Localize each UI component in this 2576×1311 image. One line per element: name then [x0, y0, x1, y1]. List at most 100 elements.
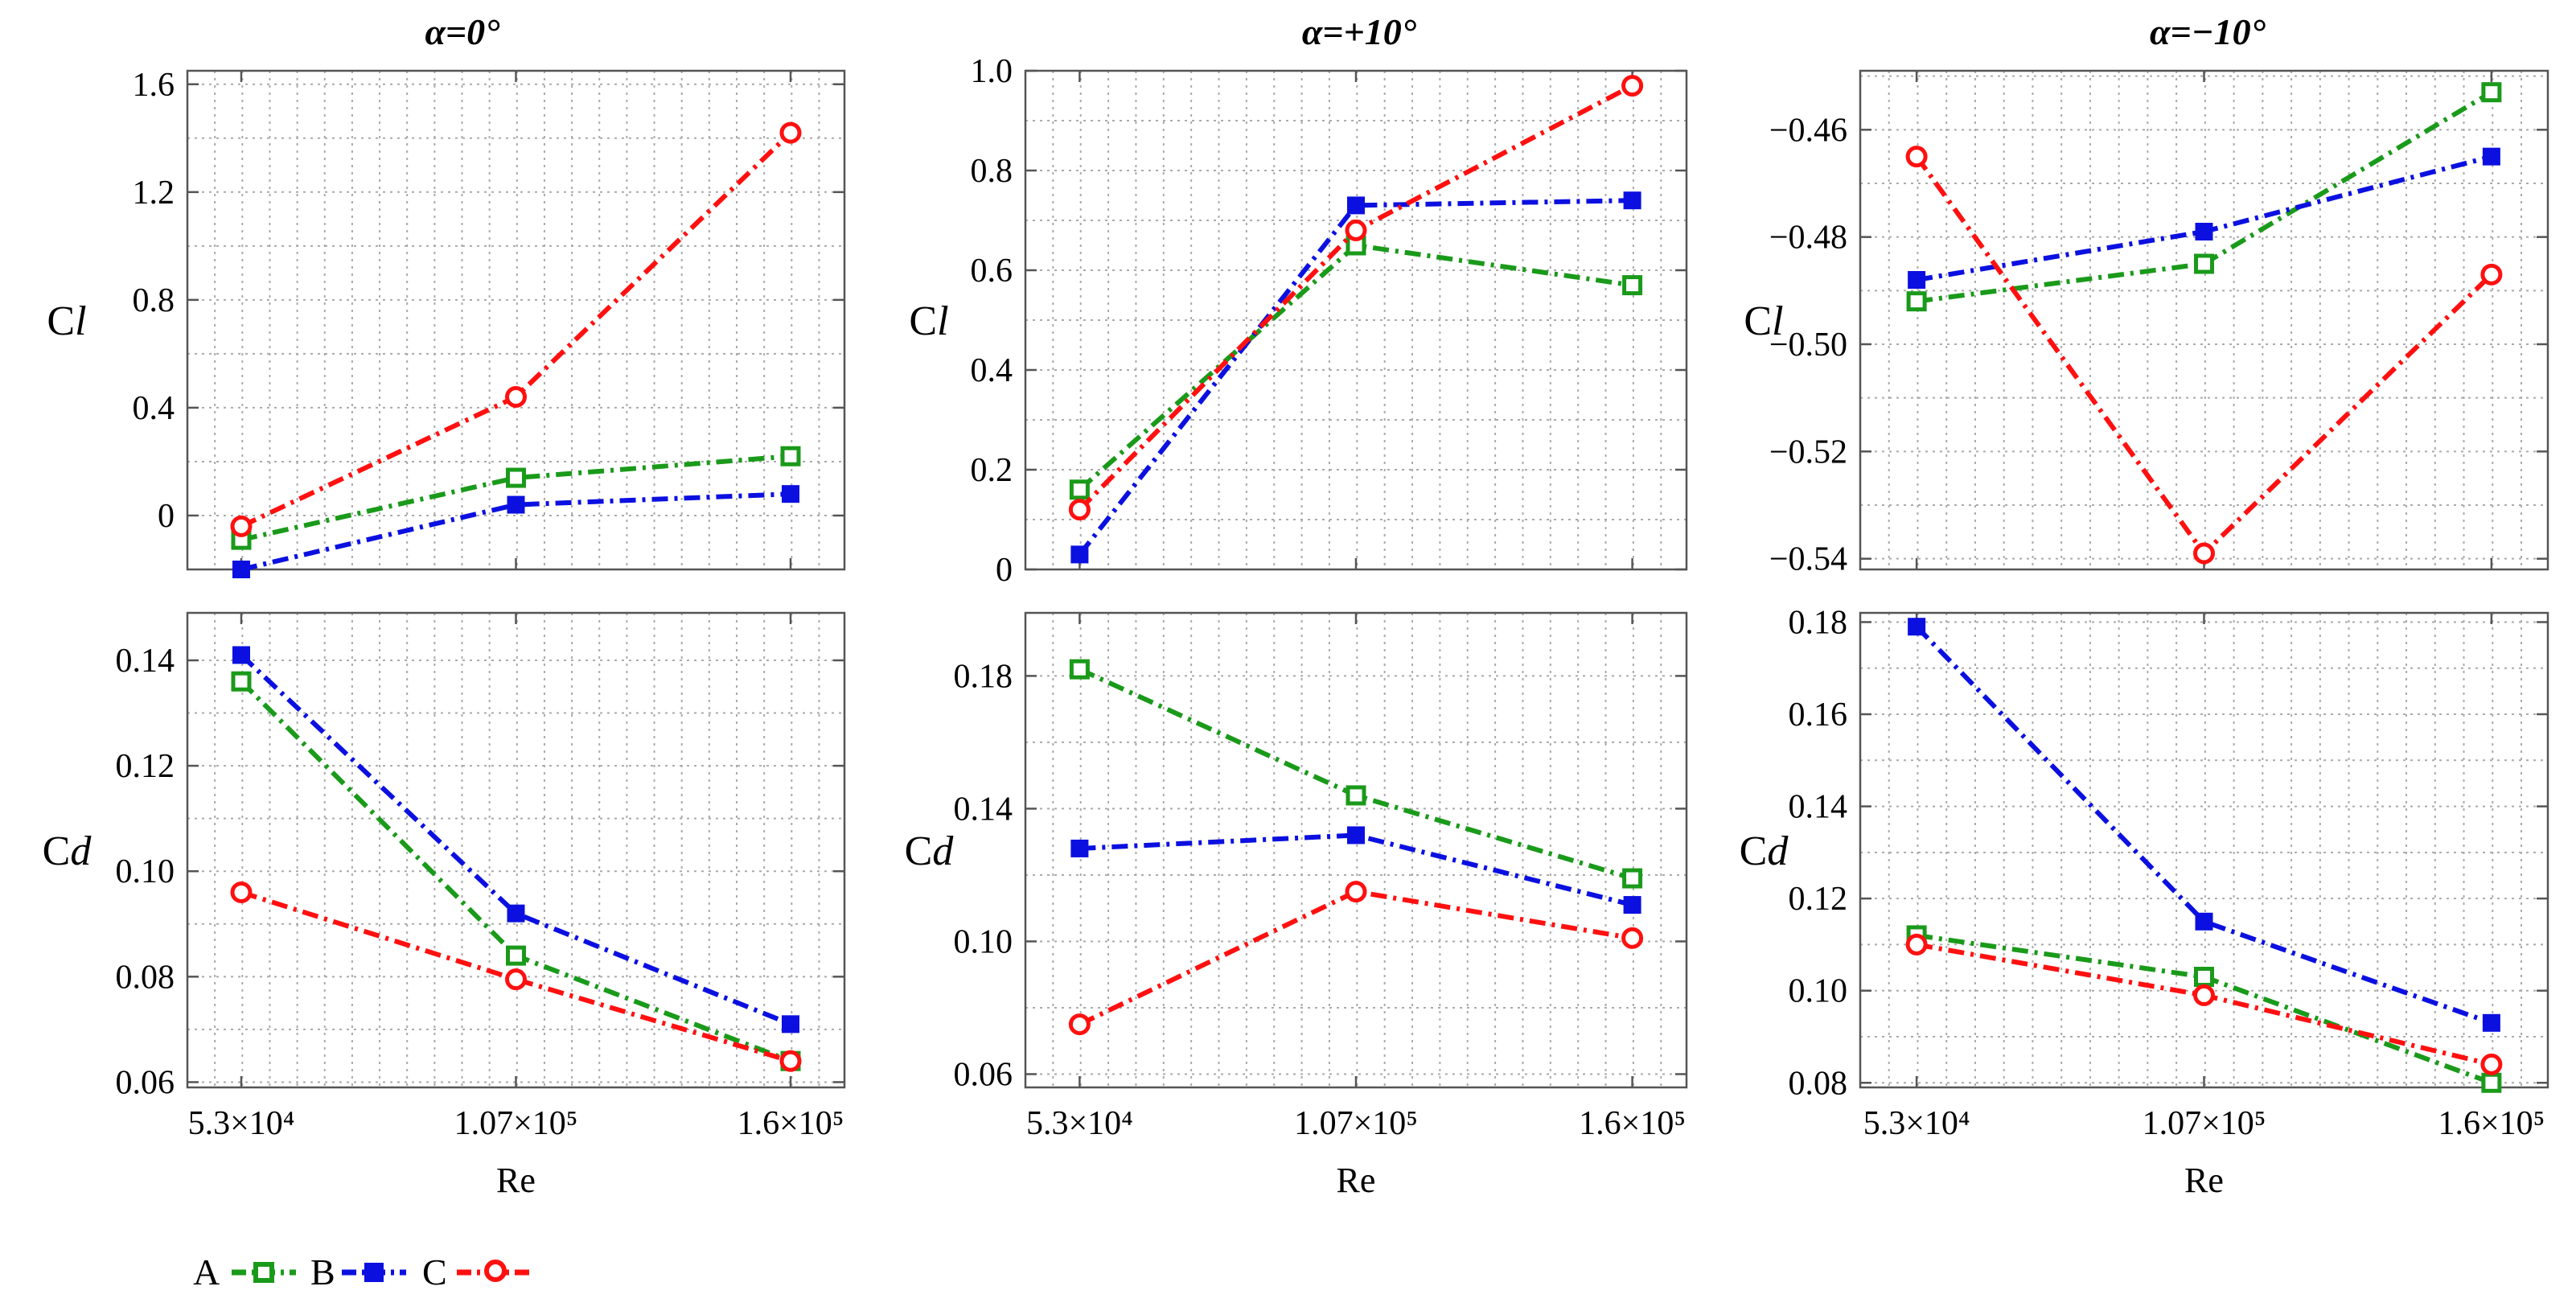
plot-area [1860, 613, 2548, 1087]
x-tick-label: 1.6×10⁵ [2438, 1105, 2545, 1142]
y-axis-label-sub: d [932, 828, 954, 874]
panel-2: 0 0.2 0.4 0.6 0.8 1.0 α=+10° Cl [909, 11, 1688, 589]
data-point-b [1908, 271, 1926, 289]
y-axis-label-c: C [909, 298, 937, 344]
data-point-c [2193, 984, 2215, 1006]
data-point-a [1069, 479, 1090, 500]
x-axis-label: Re [1337, 1161, 1376, 1200]
data-point-a [2194, 253, 2214, 274]
data-point-b [1347, 826, 1365, 845]
y-axis-label-c: C [43, 828, 71, 874]
x-tick-label: 1.6×10⁵ [737, 1105, 844, 1142]
y-tick-label: 0.12 [116, 748, 175, 785]
chart-panels: 0 0.4 0.8 1.2 1.6 α=0° Cl 0 0.2 0.4 0.6 0.8 1.0 α=+10… [43, 11, 2549, 1200]
x-axis-label: Re [496, 1161, 536, 1200]
y-axis-label: Cd [905, 828, 955, 874]
data-point-a [2481, 82, 2502, 103]
y-axis-label-c: C [1740, 828, 1768, 874]
data-point-c [230, 881, 253, 903]
data-point-c [505, 386, 527, 409]
y-axis-label-sub: l [937, 298, 948, 344]
y-tick-label: 0.6 [971, 253, 1013, 290]
y-tick-label: 0.12 [1789, 881, 1848, 918]
data-point-b [1347, 196, 1365, 215]
y-tick-label: 0 [158, 498, 175, 535]
legend-label-b: B [310, 1251, 335, 1293]
x-axis-label: Re [2184, 1161, 2224, 1200]
data-point-b [507, 904, 525, 923]
y-tick-label: 0.14 [954, 791, 1013, 828]
x-tick-label: 5.3×10⁴ [188, 1105, 295, 1142]
data-point-c [505, 968, 527, 991]
y-axis-label-c: C [905, 828, 933, 874]
y-tick-label: 1.2 [133, 175, 175, 212]
plot-area [1025, 613, 1687, 1087]
data-point-c [1621, 927, 1644, 949]
data-point-b [2482, 147, 2500, 166]
panel-1: 0 0.4 0.8 1.2 1.6 α=0° Cl [47, 11, 846, 578]
y-axis-label-c: C [47, 298, 75, 344]
y-tick-label: 1.6 [133, 67, 175, 104]
y-tick-label: 0.08 [116, 959, 175, 996]
panel-title: α=+10° [1302, 11, 1417, 52]
data-point-c [1905, 933, 1928, 956]
data-point-c [2480, 1053, 2503, 1075]
x-tick-label: 5.3×10⁴ [1863, 1105, 1970, 1142]
legend-label-c: C [422, 1251, 447, 1293]
y-tick-label: 0.8 [133, 282, 175, 319]
data-point-b [1908, 618, 1926, 636]
y-axis-label: Cl [909, 298, 948, 344]
data-point-b [1623, 191, 1641, 210]
y-tick-label: 0.14 [116, 643, 175, 680]
data-point-c [1345, 219, 1367, 241]
x-tick-label: 1.6×10⁵ [1579, 1105, 1686, 1142]
data-point-a [506, 945, 526, 966]
y-tick-label: 0.06 [116, 1064, 175, 1101]
data-point-a [506, 467, 526, 488]
y-axis-label: Cd [43, 828, 92, 874]
y-tick-label: 0.08 [1789, 1065, 1848, 1102]
y-tick-label: 0.4 [133, 390, 175, 427]
x-tick-label: 1.07×10⁵ [454, 1105, 578, 1142]
y-axis-label: Cd [1740, 828, 1789, 874]
data-point-b [2482, 1013, 2500, 1032]
data-point-c [1345, 881, 1367, 903]
y-tick-label: −0.54 [1769, 541, 1847, 578]
data-point-c [230, 515, 253, 537]
data-point-b [232, 646, 250, 664]
y-tick-label: 0.16 [1789, 697, 1848, 734]
y-axis-label-sub: d [70, 828, 92, 874]
data-point-a [1069, 659, 1090, 680]
panel-3: −0.54 −0.52 −0.50 −0.48 −0.46 α=−10° Cl [1744, 11, 2549, 578]
data-point-c [779, 1050, 802, 1072]
y-tick-label: 0.18 [1789, 604, 1848, 641]
x-tick-label: 1.07×10⁵ [2143, 1105, 2266, 1142]
data-point-b [1070, 839, 1089, 857]
data-point-a [1346, 785, 1366, 806]
data-point-c [2480, 263, 2503, 286]
y-axis-label-c: C [1744, 298, 1772, 344]
legend: A B C [193, 1251, 535, 1293]
data-point-b [1623, 896, 1641, 914]
y-axis-label-sub: l [75, 298, 86, 344]
data-point-b [2195, 912, 2213, 931]
y-axis-label-sub: d [1767, 828, 1789, 874]
y-tick-label: 0.06 [954, 1056, 1013, 1093]
y-tick-label: −0.52 [1769, 434, 1847, 471]
y-tick-label: 0.10 [1789, 973, 1848, 1010]
y-tick-label: −0.48 [1769, 220, 1847, 257]
panel-title: α=−10° [2150, 11, 2266, 52]
legend-marker-a [253, 1262, 274, 1283]
data-point-b [782, 1015, 800, 1034]
y-tick-label: 0.10 [954, 923, 1013, 960]
data-point-a [2481, 1072, 2502, 1093]
y-tick-label: 0.8 [971, 153, 1013, 190]
series-line-c [1078, 889, 1633, 1027]
data-point-b [2195, 223, 2213, 240]
y-tick-label: −0.50 [1769, 327, 1847, 364]
y-tick-label: −0.46 [1769, 112, 1847, 149]
data-point-a [780, 446, 801, 466]
y-tick-label: 0.10 [116, 853, 175, 890]
legend-label-a: A [193, 1251, 220, 1293]
